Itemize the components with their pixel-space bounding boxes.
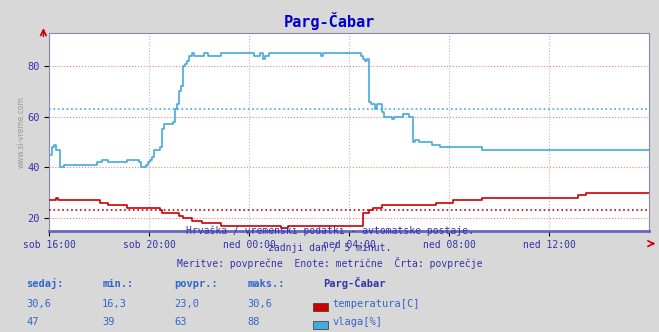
Text: sedaj:: sedaj: [26, 278, 64, 289]
Text: 23,0: 23,0 [175, 299, 200, 309]
Text: www.si-vreme.com: www.si-vreme.com [16, 96, 26, 168]
Text: Parg-Čabar: Parg-Čabar [284, 12, 375, 30]
Text: povpr.:: povpr.: [175, 279, 218, 289]
Text: Meritve: povprečne  Enote: metrične  Črta: povprečje: Meritve: povprečne Enote: metrične Črta:… [177, 257, 482, 269]
Text: 39: 39 [102, 317, 115, 327]
Text: Hrvaška / vremenski podatki - avtomatske postaje.: Hrvaška / vremenski podatki - avtomatske… [186, 225, 473, 236]
Text: 47: 47 [26, 317, 39, 327]
Text: 30,6: 30,6 [26, 299, 51, 309]
Text: 88: 88 [247, 317, 260, 327]
Text: 16,3: 16,3 [102, 299, 127, 309]
Text: Parg-Čabar: Parg-Čabar [323, 277, 386, 289]
Text: zadnji dan / 5 minut.: zadnji dan / 5 minut. [268, 243, 391, 253]
Text: 63: 63 [175, 317, 187, 327]
Text: maks.:: maks.: [247, 279, 285, 289]
Text: min.:: min.: [102, 279, 133, 289]
Text: temperatura[C]: temperatura[C] [333, 299, 420, 309]
Text: vlaga[%]: vlaga[%] [333, 317, 383, 327]
Text: 30,6: 30,6 [247, 299, 272, 309]
